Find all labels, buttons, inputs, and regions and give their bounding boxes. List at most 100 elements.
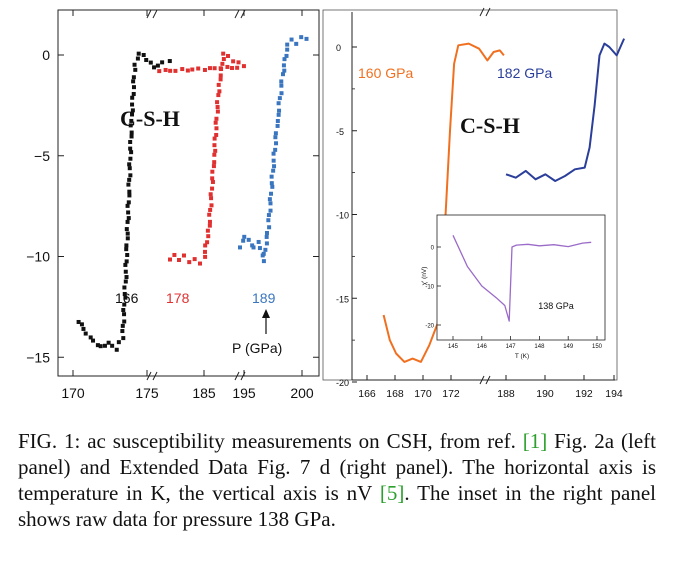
left-data-point (214, 126, 219, 131)
left-data-point (98, 344, 103, 349)
left-data-point (212, 66, 217, 71)
left-data-point (129, 134, 134, 139)
left-data-point (128, 156, 133, 161)
left-data-point (213, 120, 218, 125)
left-data-point (192, 257, 197, 262)
inset-y-tick-label: -20 (425, 324, 434, 330)
left-data-point (225, 64, 230, 69)
right-panel-label: C-S-H (460, 113, 520, 138)
left-data-point (266, 213, 271, 218)
left-data-point (241, 64, 246, 69)
right-x-tick-label: 172 (442, 388, 460, 400)
left-series-178 (157, 51, 246, 266)
left-data-point (269, 191, 274, 196)
left-data-point (207, 223, 212, 228)
inset-x-tick-label: 150 (592, 344, 603, 350)
left-data-point (285, 42, 290, 47)
left-data-point (264, 234, 269, 239)
inset-frame (436, 214, 606, 341)
caption-text-2: Fig. 2a (left panel) and Extended Data F… (18, 429, 656, 505)
left-series-label-178: 178 (166, 290, 190, 306)
left-data-point (125, 252, 130, 257)
left-data-point (284, 53, 289, 58)
left-data-point (83, 331, 88, 336)
inset-x-tick-label: 147 (506, 344, 517, 350)
left-data-point (81, 326, 86, 331)
figure-svg: 0−5−10−15 170 175 185 195 200 C-S-H 166 178 … (26, 7, 626, 401)
left-data-point (210, 169, 215, 174)
right-y-tick-label: -20 (336, 378, 349, 388)
left-data-point (299, 35, 304, 40)
left-data-point (274, 141, 279, 146)
left-data-point (282, 57, 287, 62)
caption-ref-5[interactable]: [5] (379, 481, 405, 505)
left-data-point (213, 148, 218, 153)
left-data-point (212, 136, 217, 141)
left-data-point (128, 173, 133, 178)
left-data-point (127, 193, 132, 198)
figure-caption: FIG. 1: ac susceptibility measurements o… (18, 428, 656, 532)
left-data-point (95, 343, 100, 348)
left-data-point (133, 67, 138, 72)
right-series-group (382, 38, 626, 363)
left-data-point (269, 174, 274, 179)
left-data-point (126, 200, 131, 205)
left-data-point (129, 150, 134, 155)
left-axis-breaks (146, 9, 246, 381)
left-data-point (275, 123, 280, 128)
right-series-line-1 (505, 38, 626, 182)
left-data-point (216, 93, 221, 98)
left-data-point (128, 123, 133, 128)
left-data-point (144, 58, 149, 63)
left-data-point (207, 219, 212, 224)
left-data-point (220, 61, 225, 66)
left-data-point (148, 60, 153, 65)
left-data-point (277, 96, 282, 101)
right-break-mark (479, 7, 485, 17)
pressure-arrow-label: P (GPa) (232, 340, 282, 356)
right-break-mark (485, 7, 491, 17)
left-data-point (212, 160, 217, 165)
left-data-point (168, 68, 173, 73)
left-data-point (241, 238, 246, 243)
left-data-point (209, 196, 214, 201)
left-data-point (126, 182, 131, 187)
left-data-point (163, 67, 168, 72)
left-data-point (279, 79, 284, 84)
left-data-point (277, 108, 282, 113)
left-plot-frame (57, 9, 320, 377)
left-series-label-189: 189 (252, 290, 276, 306)
left-data-point (124, 275, 129, 280)
left-data-point (102, 343, 107, 348)
left-data-point (209, 203, 214, 208)
left-data-point (215, 105, 220, 110)
left-data-point (230, 66, 235, 71)
left-x-axis: 170 175 185 195 200 (61, 10, 314, 401)
left-data-point (264, 241, 269, 246)
left-data-point (177, 257, 182, 262)
left-data-point (136, 51, 141, 56)
inset-title: 138 GPa (538, 301, 574, 311)
left-data-point (219, 67, 224, 72)
left-data-point (275, 118, 280, 123)
left-data-point (210, 179, 215, 184)
left-data-point (124, 243, 129, 248)
left-data-point (271, 168, 276, 173)
caption-fig-label: FIG. 1: (18, 429, 81, 453)
left-data-point (106, 340, 111, 345)
left-data-point (160, 60, 165, 65)
left-data-point (121, 336, 126, 341)
left-data-point (282, 68, 287, 73)
left-break-mark (234, 371, 240, 381)
left-data-point (276, 112, 281, 117)
caption-ref-1[interactable]: [1] (522, 429, 548, 453)
left-data-point (130, 108, 135, 113)
left-data-point (125, 203, 130, 208)
left-data-point (141, 53, 146, 58)
inset: 0 -10 -20 145 146 147 148 149 150 138 GPa T (K)… (421, 214, 606, 360)
caption-text-3: . The inset in the right panel shows raw… (18, 481, 656, 531)
left-x-tick-label: 195 (232, 385, 256, 401)
left-data-point (214, 132, 219, 137)
inset-x-tick-label: 149 (563, 344, 574, 350)
right-x-tick-label: 166 (358, 388, 376, 400)
